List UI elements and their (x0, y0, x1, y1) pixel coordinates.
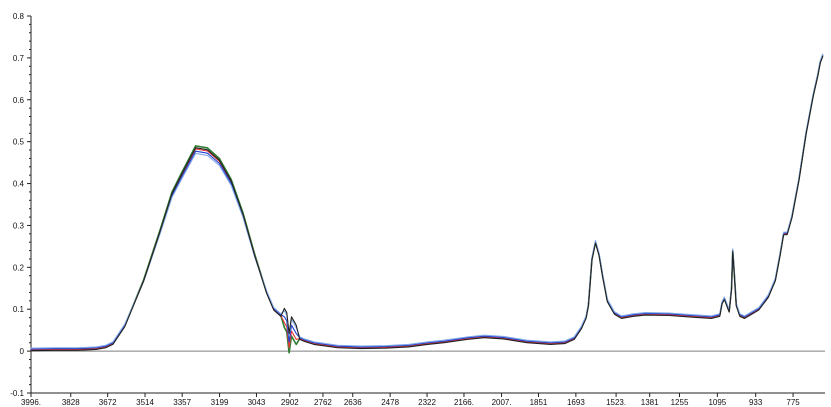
y-tick-label: 0.1 (13, 305, 25, 314)
y-tick-label: 0.8 (13, 12, 25, 21)
x-tick-label: 933 (749, 398, 763, 407)
x-tick-label: 2166. (454, 398, 474, 407)
x-tick-label: 1095 (708, 398, 726, 407)
y-tick-label: 0.5 (13, 138, 25, 147)
x-tick-label: 2762 (314, 398, 332, 407)
x-tick-label: 2636 (344, 398, 362, 407)
x-tick-label: 775 (786, 398, 800, 407)
x-tick-label: 1693 (567, 398, 585, 407)
y-tick-label: 0.7 (13, 54, 25, 63)
spectrum-series-line-5 (30, 56, 824, 352)
y-tick-label: 0 (20, 347, 25, 356)
y-tick-label: 0.4 (13, 180, 25, 189)
x-tick-label: 1381 (641, 398, 659, 407)
y-tick-label: 0.6 (13, 96, 25, 105)
x-tick-label: 3357 (173, 398, 191, 407)
spectrum-series-line-4 (30, 53, 824, 349)
y-tick-label: 0.2 (13, 263, 25, 272)
y-tick-label: 0.3 (13, 221, 25, 230)
spectrum-series-line-1 (30, 54, 824, 354)
x-tick-label: 1523. (606, 398, 626, 407)
series-layer (30, 53, 824, 354)
x-tick-label: 2902 (281, 398, 299, 407)
x-tick-label: 1851 (530, 398, 548, 407)
axes: -0.1 0 0.1 0.2 0.3 0.4 0.5 0.6 0.7 0.8 3996. 3828 36… (10, 12, 825, 407)
spectrum-series-line-2 (30, 55, 824, 351)
x-tick-label: 3828 (62, 398, 80, 407)
x-tick-label: 2007. (492, 398, 512, 407)
x-tick-label: 3996. (21, 398, 41, 407)
y-tick-label: -0.1 (10, 389, 24, 398)
x-tick-label: 3514 (136, 398, 154, 407)
x-tick-label: 3672 (99, 398, 117, 407)
x-tick-label: 3199 (211, 398, 229, 407)
spectrum-series-line-3 (30, 54, 824, 350)
x-tick-label: 2478 (381, 398, 399, 407)
x-tick-label: 1255 (671, 398, 689, 407)
x-tick-label: 2322 (418, 398, 436, 407)
x-tick-label: 3043 (248, 398, 266, 407)
